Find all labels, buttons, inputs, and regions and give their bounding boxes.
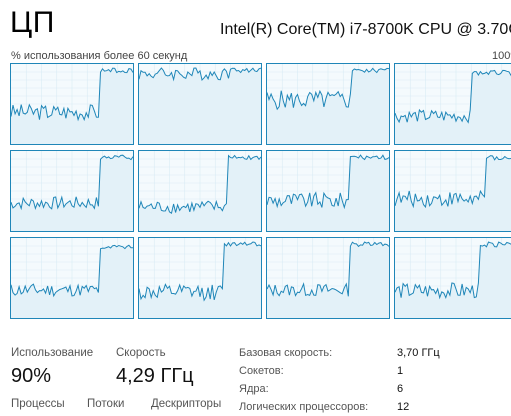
core-usage-line (139, 67, 261, 82)
threads-label: Потоки (87, 398, 125, 410)
sockets-label: Сокетов: (239, 365, 284, 377)
core-graph-svg (267, 151, 389, 231)
core-graph-7 (266, 150, 390, 232)
core-graph-11 (266, 237, 390, 319)
usage-label: Использование (11, 347, 94, 359)
core-usage-line (11, 67, 133, 122)
core-usage-area (11, 68, 133, 144)
core-graph-svg (11, 238, 133, 318)
cores-value: 6 (397, 383, 404, 395)
core-usage-area (139, 242, 261, 318)
core-usage-line (11, 244, 133, 298)
speed-label: Скорость (116, 347, 166, 359)
graph-caption: % использования более 60 секунд (11, 50, 188, 62)
core-graph-svg (267, 238, 389, 318)
graph-max-label: 100% (492, 50, 511, 62)
core-graph-svg (395, 151, 511, 231)
core-usage-line (395, 69, 511, 124)
speed-value: 4,29 ГГц (116, 365, 194, 387)
core-graph-5 (10, 150, 134, 232)
core-usage-area (139, 68, 261, 144)
core-graph-4 (394, 63, 511, 145)
core-graph-10 (138, 237, 262, 319)
usage-value: 90% (11, 365, 52, 387)
core-graph-svg (11, 64, 133, 144)
processes-label: Процессы (11, 398, 65, 410)
core-graph-2 (138, 63, 262, 145)
core-usage-line (267, 241, 389, 297)
core-graph-9 (10, 237, 134, 319)
core-graph-3 (266, 63, 390, 145)
core-usage-area (11, 155, 133, 231)
core-usage-line (267, 154, 389, 210)
core-usage-area (11, 245, 133, 318)
core-usage-area (395, 155, 511, 231)
core-usage-line (395, 241, 511, 300)
core-usage-line (267, 67, 389, 111)
core-usage-line (139, 154, 261, 215)
cpu-model-name: Intel(R) Core(TM) i7-8700K CPU @ 3.70GHz (220, 21, 511, 38)
cores-label: Ядра: (239, 383, 269, 395)
core-usage-area (267, 242, 389, 318)
core-usage-line (139, 241, 261, 302)
core-graph-6 (138, 150, 262, 232)
sockets-value: 1 (397, 365, 404, 377)
base-speed-value: 3,70 ГГц (397, 347, 440, 359)
handles-label: Дескрипторы (151, 398, 222, 410)
core-usage-line (395, 155, 511, 209)
core-graph-svg (11, 151, 133, 231)
core-usage-area (267, 68, 389, 144)
core-usage-area (395, 242, 511, 318)
logical-processors-value: 12 (397, 401, 410, 413)
page-title: ЦП (10, 6, 55, 39)
core-graph-8 (394, 150, 511, 232)
core-usage-area (267, 155, 389, 231)
core-graph-12 (394, 237, 511, 319)
core-graph-1 (10, 63, 134, 145)
core-graph-svg (139, 238, 261, 318)
core-graph-svg (395, 238, 511, 318)
core-graph-svg (395, 64, 511, 144)
core-usage-line (11, 154, 133, 211)
core-usage-area (395, 70, 511, 144)
core-graph-svg (267, 64, 389, 144)
core-graph-svg (139, 64, 261, 144)
core-graph-svg (139, 151, 261, 231)
logical-processors-label: Логических процессоров: (239, 401, 369, 413)
base-speed-label: Базовая скорость: (239, 347, 333, 359)
